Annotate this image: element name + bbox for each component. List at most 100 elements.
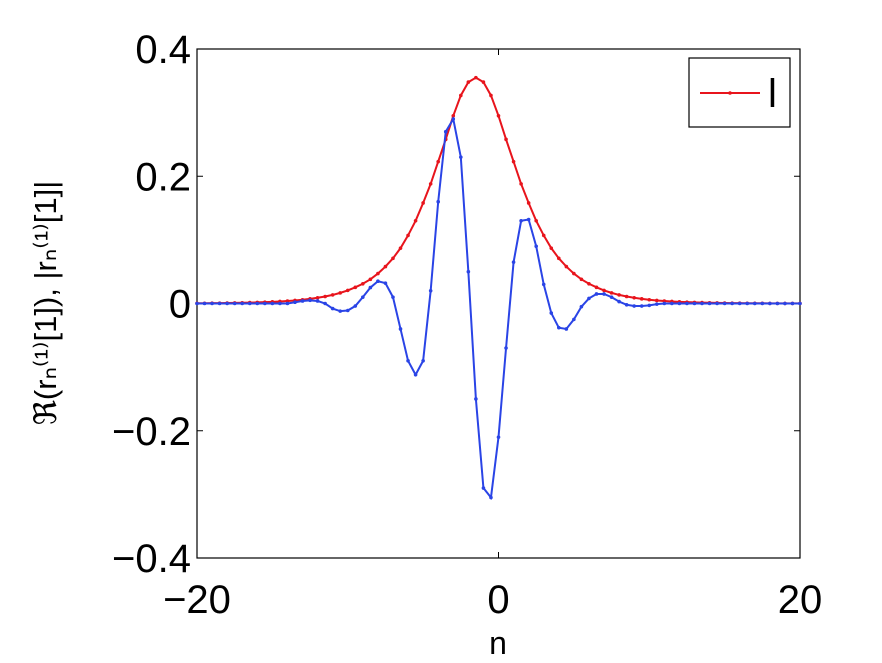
data-point bbox=[526, 217, 531, 222]
data-point bbox=[474, 397, 478, 401]
y-tick-label: 0 bbox=[169, 283, 191, 327]
data-point bbox=[798, 301, 802, 306]
legend-label: l bbox=[768, 72, 777, 116]
data-point bbox=[511, 159, 516, 164]
data-point bbox=[609, 291, 614, 295]
data-point bbox=[308, 298, 312, 303]
data-point bbox=[330, 306, 335, 311]
data-point bbox=[315, 295, 320, 300]
data-point bbox=[300, 299, 305, 303]
data-point bbox=[790, 301, 795, 306]
data-point bbox=[587, 296, 591, 301]
data-point bbox=[504, 346, 508, 350]
data-point bbox=[428, 182, 433, 186]
series-line bbox=[197, 116, 800, 501]
data-point bbox=[654, 298, 659, 303]
data-point bbox=[662, 301, 667, 306]
data-point bbox=[602, 288, 606, 293]
data-point bbox=[572, 271, 576, 276]
y-tick-label: 0.4 bbox=[135, 28, 191, 72]
y-tick-label: 0.2 bbox=[135, 155, 191, 199]
data-point bbox=[775, 301, 780, 306]
data-point bbox=[398, 246, 403, 250]
data-point bbox=[572, 317, 576, 322]
data-point bbox=[549, 246, 554, 250]
data-point bbox=[557, 256, 561, 261]
x-tick-label: 0 bbox=[487, 578, 509, 622]
data-point bbox=[353, 304, 358, 308]
data-point bbox=[594, 285, 599, 290]
data-point bbox=[632, 295, 636, 300]
data-point bbox=[270, 301, 275, 306]
data-point bbox=[639, 297, 644, 301]
data-point bbox=[481, 80, 486, 84]
data-point bbox=[451, 117, 456, 121]
data-point bbox=[338, 291, 343, 295]
data-point bbox=[609, 295, 614, 299]
data-point bbox=[368, 277, 373, 282]
data-point bbox=[722, 301, 727, 306]
data-point bbox=[391, 295, 395, 299]
data-point bbox=[315, 299, 320, 303]
data-point bbox=[564, 264, 569, 269]
data-point bbox=[594, 292, 599, 296]
data-point bbox=[263, 301, 267, 306]
data-point bbox=[406, 358, 410, 363]
data-point bbox=[383, 264, 388, 269]
data-point bbox=[496, 435, 501, 439]
data-point bbox=[737, 301, 742, 306]
data-point bbox=[707, 301, 712, 306]
data-point bbox=[752, 301, 757, 306]
y-tick-label: −0.4 bbox=[112, 537, 191, 581]
data-point bbox=[451, 114, 456, 118]
data-point bbox=[255, 301, 260, 306]
x-tick-label: 20 bbox=[778, 578, 823, 622]
data-point bbox=[323, 294, 327, 299]
data-point bbox=[210, 301, 214, 306]
data-point bbox=[587, 281, 591, 286]
data-point bbox=[278, 301, 282, 306]
data-point bbox=[383, 281, 388, 285]
data-point bbox=[549, 311, 554, 315]
data-point bbox=[361, 281, 365, 286]
data-point bbox=[541, 282, 546, 287]
data-point bbox=[247, 301, 252, 306]
x-tick-label: −20 bbox=[163, 578, 231, 622]
data-point bbox=[285, 301, 290, 306]
data-point bbox=[361, 295, 365, 299]
data-point bbox=[557, 325, 561, 330]
data-point bbox=[685, 301, 689, 306]
data-point bbox=[285, 299, 290, 303]
data-point bbox=[353, 285, 358, 290]
data-point bbox=[662, 299, 667, 303]
data-point bbox=[436, 199, 441, 204]
y-axis-label: ℜ(rₙ⁽¹⁾[1]), |rₙ⁽¹⁾[1]| bbox=[28, 181, 63, 426]
data-point bbox=[466, 80, 471, 84]
data-point bbox=[345, 288, 350, 293]
data-point bbox=[519, 218, 523, 223]
data-point bbox=[647, 297, 652, 302]
data-point bbox=[624, 302, 629, 307]
data-point bbox=[202, 301, 207, 306]
data-point bbox=[232, 301, 237, 306]
data-point bbox=[760, 301, 765, 306]
data-point bbox=[496, 114, 501, 118]
data-point bbox=[330, 293, 335, 297]
data-point bbox=[428, 288, 433, 293]
data-point bbox=[504, 137, 508, 142]
data-point bbox=[617, 299, 621, 304]
data-point bbox=[511, 260, 516, 264]
data-point bbox=[391, 256, 395, 261]
data-point bbox=[413, 372, 418, 377]
data-point bbox=[398, 327, 403, 331]
data-point bbox=[745, 301, 750, 306]
data-point bbox=[700, 301, 704, 306]
data-point bbox=[293, 300, 297, 305]
data-point bbox=[783, 301, 787, 306]
legend-marker bbox=[728, 91, 732, 95]
data-point bbox=[632, 304, 636, 308]
data-point bbox=[443, 129, 448, 134]
data-point bbox=[225, 301, 229, 306]
data-point bbox=[474, 75, 478, 80]
data-point bbox=[519, 182, 523, 186]
